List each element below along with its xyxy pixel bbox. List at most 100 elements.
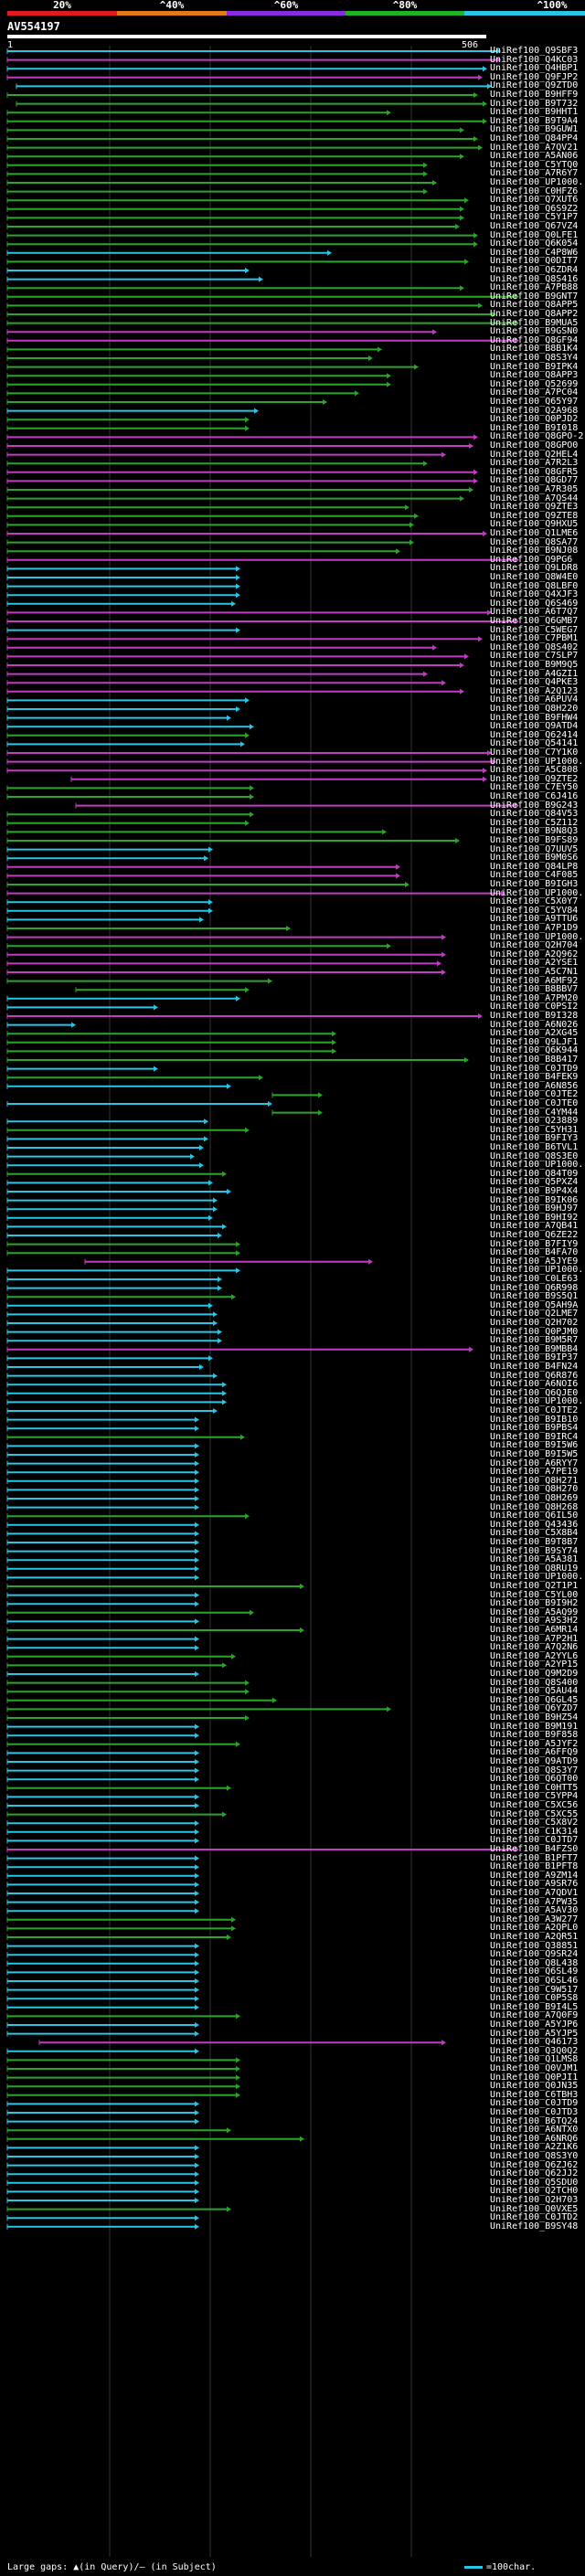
- hit-label[interactable]: UniRef100_A5AV30: [490, 1905, 579, 1916]
- hit-label[interactable]: UniRef100_C5YH31: [490, 1124, 579, 1135]
- hit-label[interactable]: UniRef100_B9T732: [490, 98, 579, 109]
- hit-label[interactable]: UniRef100_B9S5Q1: [490, 1291, 579, 1302]
- hit-label[interactable]: UniRef100_Q43436: [490, 1519, 579, 1530]
- hit-label[interactable]: UniRef100_UP1000...: [490, 1265, 585, 1276]
- hit-label[interactable]: UniRef100_Q0DIT7: [490, 256, 579, 267]
- hit-label[interactable]: UniRef100_Q8S3Y7: [490, 1765, 579, 1776]
- hit-label[interactable]: UniRef100_C0P5S8: [490, 1993, 579, 2004]
- hit-label[interactable]: UniRef100_A7Q2N6: [490, 1642, 579, 1653]
- hit-label[interactable]: UniRef100_UP1000...: [490, 1160, 585, 1171]
- hit-label[interactable]: UniRef100_C0LE63: [490, 1274, 579, 1284]
- hit-label[interactable]: UniRef100_B9M5R7: [490, 1335, 579, 1346]
- hit-label[interactable]: UniRef100_A2Q962: [490, 949, 579, 959]
- hit-label[interactable]: UniRef100_B9I4L5: [490, 2001, 579, 2012]
- hit-label[interactable]: UniRef100_A7QDV1: [490, 1888, 579, 1898]
- hit-label[interactable]: UniRef100_Q9ATD9: [490, 1756, 579, 1766]
- hit-label[interactable]: UniRef100_Q6R876: [490, 1370, 579, 1381]
- hit-label[interactable]: UniRef100_Q84LP8: [490, 861, 579, 872]
- hit-label[interactable]: UniRef100_Q9LJF1: [490, 1036, 579, 1047]
- hit-label[interactable]: UniRef100_Q2TCH0: [490, 2186, 579, 2197]
- hit-label[interactable]: UniRef100_B9T8B7: [490, 1537, 579, 1547]
- hit-label[interactable]: UniRef100_B9IRC4: [490, 1431, 579, 1442]
- hit-label[interactable]: UniRef100_C5Z112: [490, 817, 579, 828]
- hit-label[interactable]: UniRef100_Q23889: [490, 1116, 579, 1127]
- hit-label[interactable]: UniRef100_B9IPK4: [490, 361, 579, 372]
- hit-label[interactable]: UniRef100_Q8S3E0: [490, 1150, 579, 1161]
- hit-label[interactable]: UniRef100_A6T7Q7: [490, 607, 579, 618]
- hit-label[interactable]: UniRef100_B9MUA5: [490, 317, 579, 328]
- hit-label[interactable]: UniRef100_B9IK06: [490, 1194, 579, 1205]
- hit-label[interactable]: UniRef100_B9FS89: [490, 835, 579, 845]
- hit-label[interactable]: UniRef100_A9TTU6: [490, 914, 579, 925]
- hit-label[interactable]: UniRef100_C9W517: [490, 1984, 579, 1995]
- hit-label[interactable]: UniRef100_Q62JJ2: [490, 2168, 579, 2179]
- hit-label[interactable]: UniRef100_A6NTX0: [490, 2125, 579, 2136]
- hit-label[interactable]: UniRef100_C5YL00: [490, 1589, 579, 1600]
- hit-label[interactable]: UniRef100_Q6S9Z2: [490, 203, 579, 214]
- hit-label[interactable]: UniRef100_C7EY50: [490, 782, 579, 793]
- hit-label[interactable]: UniRef100_Q9ZTE2: [490, 773, 579, 784]
- hit-label[interactable]: UniRef100_A2QR51: [490, 1932, 579, 1942]
- hit-label[interactable]: UniRef100_C0JTE2: [490, 1089, 579, 1100]
- hit-label[interactable]: UniRef100_Q6SL46: [490, 1976, 579, 1986]
- hit-label[interactable]: UniRef100_Q8APP3: [490, 370, 579, 381]
- hit-label[interactable]: UniRef100_Q2T1P1: [490, 1581, 579, 1591]
- hit-label[interactable]: UniRef100_C4F085: [490, 870, 579, 881]
- hit-label[interactable]: UniRef100_B9T9A4: [490, 115, 579, 126]
- hit-label[interactable]: UniRef100_A6MF92: [490, 975, 579, 986]
- hit-label[interactable]: UniRef100_Q6ZE22: [490, 1230, 579, 1240]
- hit-label[interactable]: UniRef100_UP1000...: [490, 1572, 585, 1583]
- hit-label[interactable]: UniRef100_C5X8V2: [490, 1818, 579, 1829]
- hit-label[interactable]: UniRef100_B9F858: [490, 1730, 579, 1741]
- hit-label[interactable]: UniRef100_Q8SA77: [490, 536, 579, 547]
- hit-label[interactable]: UniRef100_Q6K944: [490, 1045, 579, 1056]
- hit-label[interactable]: UniRef100_Q84T09: [490, 1168, 579, 1179]
- hit-label[interactable]: UniRef100_Q8GF94: [490, 334, 579, 345]
- hit-label[interactable]: UniRef100_A6RYY7: [490, 1458, 579, 1468]
- hit-label[interactable]: UniRef100_C1K314: [490, 1826, 579, 1837]
- hit-label[interactable]: UniRef100_Q4PKE3: [490, 677, 579, 688]
- hit-label[interactable]: UniRef100_Q9SR24: [490, 1949, 579, 1960]
- hit-label[interactable]: UniRef100_Q9ATD4: [490, 721, 579, 732]
- hit-label[interactable]: UniRef100_Q6ZDR4: [490, 265, 579, 275]
- hit-label[interactable]: UniRef100_Q2A968: [490, 405, 579, 416]
- hit-label[interactable]: UniRef100_C4P8W6: [490, 247, 579, 258]
- hit-label[interactable]: UniRef100_A7PM20: [490, 992, 579, 1003]
- hit-label[interactable]: UniRef100_B9P4X4: [490, 1186, 579, 1196]
- hit-label[interactable]: UniRef100_Q2H703: [490, 2195, 579, 2205]
- hit-label[interactable]: UniRef100_Q6SL49: [490, 1966, 579, 1977]
- hit-label[interactable]: UniRef100_C5YV84: [490, 905, 579, 916]
- hit-label[interactable]: UniRef100_Q6QJE0: [490, 1387, 579, 1398]
- hit-label[interactable]: UniRef100_Q2H704: [490, 940, 579, 951]
- hit-label[interactable]: UniRef100_B9HJ97: [490, 1203, 579, 1214]
- hit-label[interactable]: UniRef100_Q4KC03: [490, 54, 579, 65]
- hit-label[interactable]: UniRef100_Q84PP4: [490, 133, 579, 143]
- hit-label[interactable]: UniRef100_Q8L438: [490, 1957, 579, 1968]
- hit-label[interactable]: UniRef100_UP1000...: [490, 931, 585, 942]
- hit-label[interactable]: UniRef100_B8BBV7: [490, 984, 579, 995]
- hit-label[interactable]: UniRef100_Q6QT00: [490, 1774, 579, 1785]
- hit-label[interactable]: UniRef100_Q8APP2: [490, 309, 579, 319]
- hit-label[interactable]: UniRef100_Q6YZD7: [490, 1703, 579, 1714]
- hit-label[interactable]: UniRef100_Q9SBF3: [490, 46, 579, 56]
- hit-label[interactable]: UniRef100_B1PFT8: [490, 1861, 579, 1872]
- hit-label[interactable]: UniRef100_C5X8B4: [490, 1528, 579, 1539]
- hit-label[interactable]: UniRef100_A6NRQ6: [490, 2133, 579, 2144]
- hit-label[interactable]: UniRef100_B9M0S6: [490, 853, 579, 864]
- hit-label[interactable]: UniRef100_A4GZI1: [490, 668, 579, 679]
- hit-label[interactable]: UniRef100_Q9HXU5: [490, 519, 579, 530]
- hit-label[interactable]: UniRef100_C0PSI2: [490, 1002, 579, 1012]
- hit-label[interactable]: UniRef100_A7Q0F9: [490, 2010, 579, 2021]
- hit-label[interactable]: UniRef100_Q5AH9A: [490, 1299, 579, 1310]
- hit-label[interactable]: UniRef100_C0HTT5: [490, 1782, 579, 1793]
- hit-label[interactable]: UniRef100_Q1LMS8: [490, 2054, 579, 2065]
- hit-label[interactable]: UniRef100_Q0VJM1: [490, 2063, 579, 2073]
- hit-label[interactable]: UniRef100_C7Y1K0: [490, 747, 579, 758]
- hit-label[interactable]: UniRef100_Q5SDU0: [490, 2177, 579, 2188]
- hit-label[interactable]: UniRef100_Q0LFE1: [490, 229, 579, 240]
- hit-label[interactable]: UniRef100_A2XG45: [490, 1028, 579, 1039]
- hit-label[interactable]: UniRef100_B9MBB4: [490, 1343, 579, 1354]
- hit-label[interactable]: UniRef100_B9I9H2: [490, 1598, 579, 1609]
- hit-label[interactable]: UniRef100_Q65Y97: [490, 397, 579, 407]
- hit-label[interactable]: UniRef100_Q7UUV5: [490, 843, 579, 854]
